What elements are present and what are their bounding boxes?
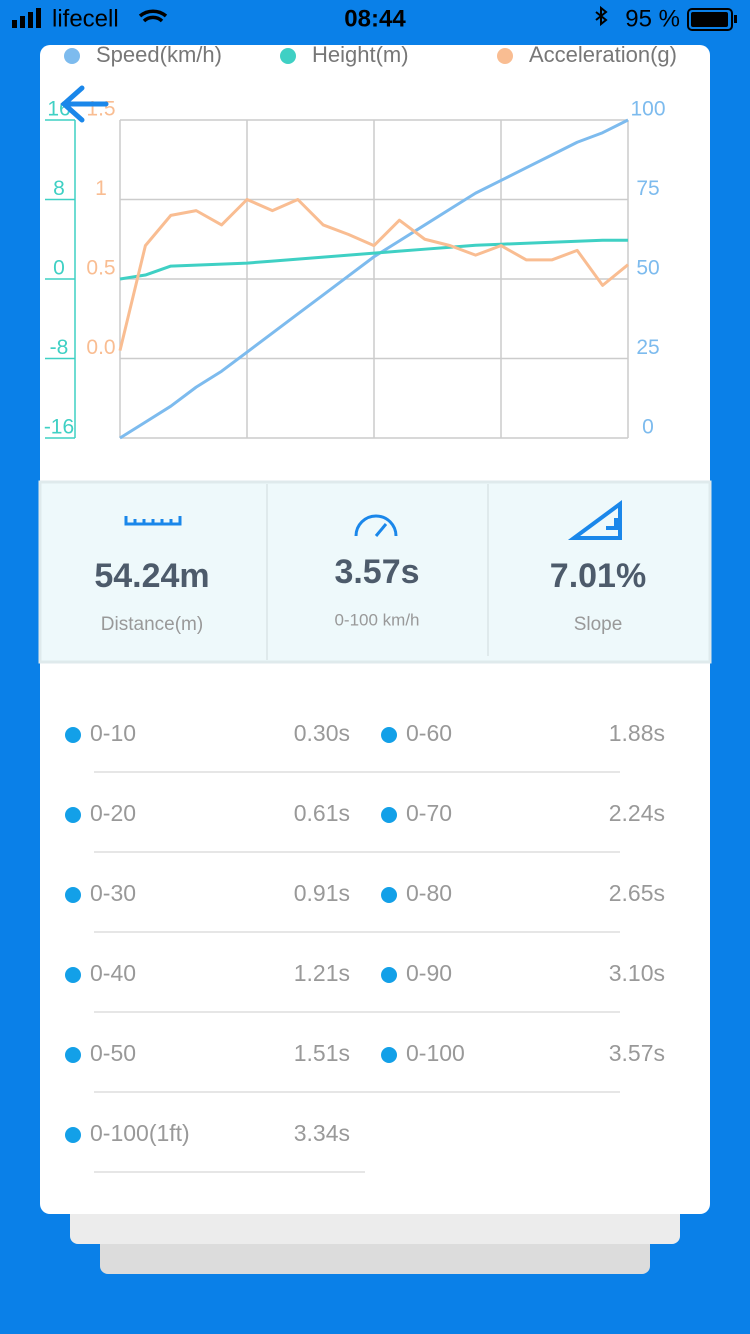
distance-icon [124,516,182,526]
split-dot [381,887,397,903]
legend-label: Speed(km/h) [96,42,222,67]
legend-label: Height(m) [312,42,409,67]
split-dot [381,967,397,983]
bluetooth-icon [595,5,608,27]
legend-marker [64,48,80,64]
carrier: lifecell [52,5,119,32]
series-line [119,118,629,440]
chart: Speed(km/h) Height(m) Acceleration(g)10075… [44,42,677,440]
split-label: 0-20 [90,800,136,826]
y-tick-label: -16 [44,416,74,439]
battery-icon [687,8,737,31]
split-dot [65,1047,81,1063]
split-time: 1.88s [609,720,665,746]
split-dot [65,1127,81,1143]
split-time: 3.10s [609,960,665,986]
wifi-icon [138,9,168,23]
y2-tick-label: 100 [630,98,665,121]
split-label: 0-10 [90,720,136,746]
split-dot [381,1047,397,1063]
legend-marker [280,48,296,64]
signal [12,8,41,28]
series-line [118,198,629,351]
speed-icon [354,514,398,537]
stats: 54.24m Distance(m) 3.57s 0-100 km/h 7.01% Slo… [94,553,646,635]
clock: 08:44 [344,5,406,32]
back-button[interactable] [60,85,109,123]
split-time: 0.61s [294,800,350,826]
stat-label: Distance(m) [101,614,203,635]
series-line [119,238,628,281]
split-time: 0.30s [294,720,350,746]
split-label: 0-60 [406,720,452,746]
split-time: 3.57s [609,1040,665,1066]
split-label: 0-50 [90,1040,136,1066]
split-label: 0-100 [406,1040,465,1066]
stat-value: 54.24m [94,557,209,595]
split-time: 1.51s [294,1040,350,1066]
y-tick-label: 8 [53,177,65,200]
y-tick-label: -8 [50,336,69,359]
y3-tick-label: 0.5 [86,257,115,280]
split-label: 0-40 [90,960,136,986]
split-dot [381,807,397,823]
split-dot [65,727,81,743]
y2-tick-label: 50 [636,257,659,280]
stats-panel [38,480,712,664]
y3-tick-label: 1.5 [86,98,115,121]
split-time: 0.91s [294,880,350,906]
legend-label: Acceleration(g) [529,42,677,67]
y3-tick-label: 0.0 [86,336,115,359]
stat-label: 0-100 km/h [334,610,419,629]
stat-label: Slope [574,614,623,635]
split-time: 2.65s [609,880,665,906]
split-time: 1.21s [294,960,350,986]
split-time: 2.24s [609,800,665,826]
y3-tick-label: 1 [95,177,107,200]
stat-value: 7.01% [550,557,646,595]
split-dot [65,967,81,983]
splits: 0-10 0.30s 0-60 1.88s 0-20 0.61s 0-70 2.24s 0-30… [65,720,665,1173]
split-time: 3.34s [294,1120,350,1146]
split-label: 0-30 [90,880,136,906]
battery-level: 95 % [625,5,680,32]
split-label: 0-90 [406,960,452,986]
split-dot [381,727,397,743]
split-dot [65,807,81,823]
y-tick-label: 0 [53,257,65,280]
legend-marker [497,48,513,64]
split-label: 0-70 [406,800,452,826]
split-dot [65,887,81,903]
y2-tick-label: 75 [636,177,659,200]
y2-tick-label: 25 [636,336,659,359]
stat-value: 3.57s [334,553,419,591]
split-label: 0-100(1ft) [90,1120,190,1146]
slope-icon [567,500,622,540]
split-label: 0-80 [406,880,452,906]
y2-tick-label: 0 [642,416,654,439]
